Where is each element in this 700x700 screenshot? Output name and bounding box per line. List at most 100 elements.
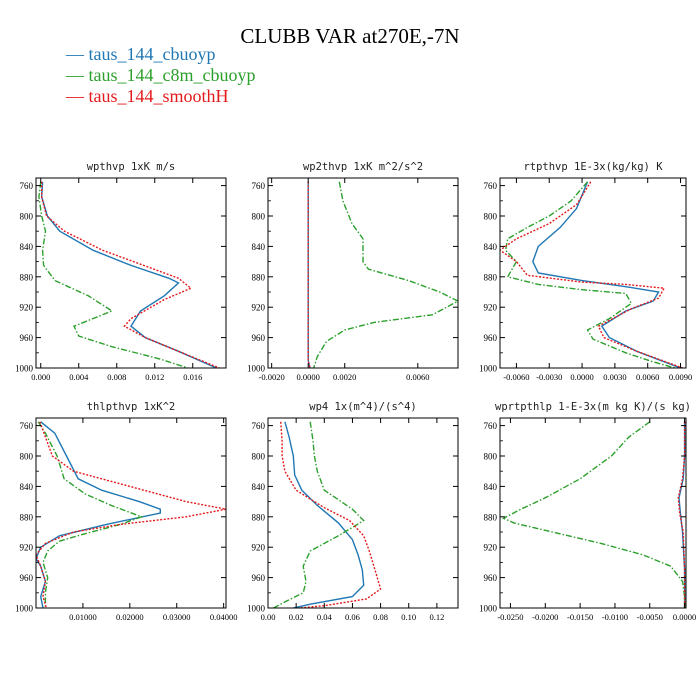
legend: — taus_144_cbuoyp — taus_144_c8m_cbuoyp …	[66, 44, 255, 107]
y-tick-label: 840	[484, 482, 498, 492]
series-line-taus-144-smoothh	[500, 181, 683, 368]
x-tick-label: 0.016	[183, 372, 202, 382]
x-tick-label: 0.012	[145, 372, 164, 382]
y-tick-label: 960	[252, 333, 266, 343]
panel-5: wp4 1x(m^4)/(s^4)76080084088092096010000…	[247, 401, 459, 622]
legend-label-c8m-cbuoyp: taus_144_c8m_cbuoyp	[88, 65, 256, 85]
panel-title: wpthvp 1xK m/s	[87, 161, 176, 173]
y-tick-label: 920	[252, 543, 266, 553]
y-tick-label: 920	[20, 303, 34, 313]
y-tick-label: 920	[20, 543, 34, 553]
y-tick-label: 880	[20, 512, 34, 522]
x-tick-label: 0.0000	[673, 612, 696, 622]
x-tick-label: -0.0030	[536, 372, 562, 382]
panel-title: wp4 1x(m^4)/(s^4)	[309, 401, 416, 413]
y-tick-label: 760	[484, 181, 498, 191]
y-tick-label: 880	[252, 512, 266, 522]
y-tick-label: 800	[252, 212, 266, 222]
y-tick-label: 760	[252, 421, 266, 431]
x-tick-label: 0.12	[429, 612, 444, 622]
series-line-taus-144-c8m-cbuoyp	[37, 421, 144, 608]
plot-frame	[499, 177, 687, 369]
y-tick-label: 880	[20, 272, 34, 282]
legend-item-c8m-cbuoyp: — taus_144_c8m_cbuoyp	[66, 65, 255, 86]
series-line-taus-144-cbuoyp	[532, 181, 681, 368]
legend-item-cbuoyp: — taus_144_cbuoyp	[66, 44, 255, 65]
x-tick-label: 0.02000	[116, 612, 144, 622]
y-tick-label: 800	[484, 212, 498, 222]
legend-item-smoothh: — taus_144_smoothH	[66, 86, 255, 107]
y-tick-label: 800	[484, 452, 498, 462]
series-line-taus-144-c8m-cbuoyp	[313, 181, 458, 368]
x-tick-label: 0.004	[69, 372, 89, 382]
panel-2: wp2thvp 1xK m^2/s^2 760 800 840 880 920 960 100…	[247, 161, 459, 382]
y-tick-label: 960	[484, 573, 498, 583]
series-line-taus-144-cbuoyp	[284, 421, 365, 608]
panel-3: rtpthvp 1E-3x(kg/kg) K 760 800 840 880 920 960…	[479, 161, 692, 382]
panel-1: wpthvp 1xK m/s76080084088092096010000.00…	[15, 161, 227, 382]
x-tick-label: 0.00	[261, 612, 276, 622]
y-tick-label: 840	[484, 242, 498, 252]
y-tick-label: 920	[484, 543, 498, 553]
panel-title: wp2thvp 1xK m^2/s^2	[303, 161, 423, 173]
series-line-taus-144-cbuoyp	[307, 181, 311, 368]
y-tick-label: 800	[252, 452, 266, 462]
panel-title: thlpthvp 1xK^2	[87, 401, 176, 413]
y-tick-label: 960	[20, 573, 34, 583]
x-tick-label: -0.0250	[497, 612, 523, 622]
series-line-taus-144-cbuoyp	[40, 181, 217, 368]
y-tick-label: 960	[484, 333, 498, 343]
panel-6: wprtpthlp 1-E-3x(m kg K)/(s kg) 760 800 840…	[479, 401, 696, 622]
x-tick-label: 0.0020	[333, 372, 356, 382]
x-tick-label: 0.02	[289, 612, 304, 622]
y-tick-label: 960	[20, 333, 34, 343]
legend-line-smoothh: —	[66, 86, 89, 106]
x-tick-label: 0.04	[317, 612, 333, 622]
legend-line-cbuoyp: —	[66, 44, 89, 64]
series-line-taus-144-c8m-cbuoyp	[273, 421, 365, 608]
y-tick-label: 1000	[247, 364, 266, 374]
x-tick-label: 0.0060	[636, 372, 659, 382]
y-tick-label: 880	[484, 512, 498, 522]
y-tick-label: 840	[20, 242, 34, 252]
y-tick-label: 920	[484, 303, 498, 313]
series-line-taus-144-c8m-cbuoyp	[501, 421, 686, 608]
plot-frame	[35, 177, 227, 369]
legend-label-cbuoyp: taus_144_cbuoyp	[88, 44, 216, 64]
figure-title: CLUBB VAR at270E,-7N	[240, 24, 460, 48]
plot-frame	[499, 417, 687, 609]
y-tick-label: 960	[252, 573, 266, 583]
x-tick-label: -0.0050	[637, 612, 663, 622]
x-tick-label: 0.0090	[669, 372, 692, 382]
y-tick-label: 760	[20, 181, 34, 191]
panel-4: thlpthvp 1xK^2 760 800 840 880 920 960 1000 0.01…	[15, 401, 237, 622]
series-line-taus-144-smoothh	[280, 421, 382, 608]
x-tick-label: -0.0200	[532, 612, 558, 622]
x-tick-label: 0.10	[401, 612, 416, 622]
x-tick-label: -0.0060	[503, 372, 529, 382]
x-tick-label: 0.0000	[297, 372, 320, 382]
y-tick-label: 1000	[479, 364, 498, 374]
x-tick-label: 0.0060	[406, 372, 429, 382]
series-line-taus-144-smoothh	[307, 181, 311, 368]
series-line-taus-144-c8m-cbuoyp	[38, 181, 189, 368]
x-tick-label: 0.0030	[603, 372, 626, 382]
panel-title: wprtpthlp 1-E-3x(m kg K)/(s kg)	[495, 401, 691, 413]
x-tick-label: -0.0100	[602, 612, 628, 622]
y-tick-label: 1000	[479, 604, 498, 614]
x-tick-label: 0.01000	[69, 612, 97, 622]
legend-line-c8m-cbuoyp: —	[66, 65, 89, 85]
y-tick-label: 880	[484, 272, 498, 282]
series-line-taus-144-smoothh	[41, 181, 220, 368]
x-tick-label: 0.04000	[210, 612, 238, 622]
x-tick-label: -0.0020	[259, 372, 285, 382]
x-tick-label: 0.08	[373, 612, 388, 622]
plot-frame	[35, 417, 227, 609]
y-tick-label: 920	[252, 303, 266, 313]
x-tick-label: 0.0000	[570, 372, 593, 382]
plot-frame	[267, 417, 459, 609]
x-tick-label: 0.008	[107, 372, 126, 382]
y-tick-label: 800	[20, 212, 34, 222]
